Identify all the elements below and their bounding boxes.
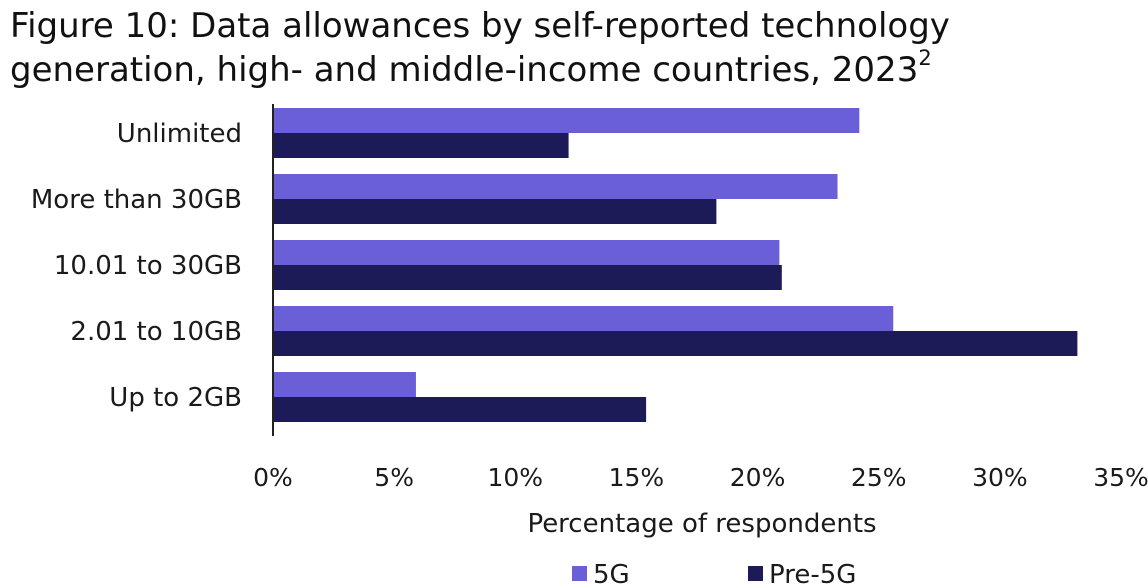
category-label: 10.01 to 30GB	[54, 251, 242, 281]
bar-5g-0	[273, 108, 860, 133]
x-tick-label: 25%	[851, 463, 907, 492]
bar-pre-5g-0	[273, 133, 569, 158]
bar-pre-5g-4	[273, 397, 647, 422]
category-label: Unlimited	[117, 119, 242, 149]
category-label: More than 30GB	[31, 185, 242, 215]
legend-swatch-pre-5g	[748, 566, 763, 581]
x-tick-label: 30%	[972, 463, 1028, 492]
chart-title-text: Figure 10: Data allowances by self-repor…	[10, 6, 950, 90]
category-labels: Unlimited More than 30GB 10.01 to 30GB 2.01…	[31, 119, 242, 413]
x-tick-label: 10%	[487, 463, 543, 492]
bar-pre-5g-2	[273, 265, 782, 290]
bar-pre-5g-1	[273, 199, 717, 224]
chart-title-footnote: 2	[918, 45, 932, 70]
bar-5g-3	[273, 306, 894, 331]
bar-5g-4	[273, 372, 416, 397]
bar-5g-1	[273, 174, 838, 199]
category-label: Up to 2GB	[109, 383, 242, 413]
x-tick-label: 35%	[1093, 463, 1148, 492]
x-tick-label: 5%	[374, 463, 414, 492]
category-label: 2.01 to 10GB	[70, 317, 242, 347]
x-axis-title: Percentage of respondents	[527, 509, 876, 539]
legend-label-5g: 5G	[593, 560, 630, 588]
bar-pre-5g-3	[273, 331, 1078, 356]
x-tick-label: 20%	[730, 463, 786, 492]
bar-5g-2	[273, 240, 780, 265]
legend-swatch-5g	[572, 566, 587, 581]
x-tick-labels: 0% 5% 10% 15% 20% 25% 30% 35%	[253, 463, 1148, 492]
legend: 5G Pre-5G	[572, 560, 856, 588]
chart-title: Figure 10: Data allowances by self-repor…	[10, 4, 1140, 92]
bars-group	[273, 108, 1078, 422]
x-tick-label: 0%	[253, 463, 293, 492]
x-tick-label: 15%	[609, 463, 665, 492]
legend-label-pre-5g: Pre-5G	[769, 560, 856, 588]
